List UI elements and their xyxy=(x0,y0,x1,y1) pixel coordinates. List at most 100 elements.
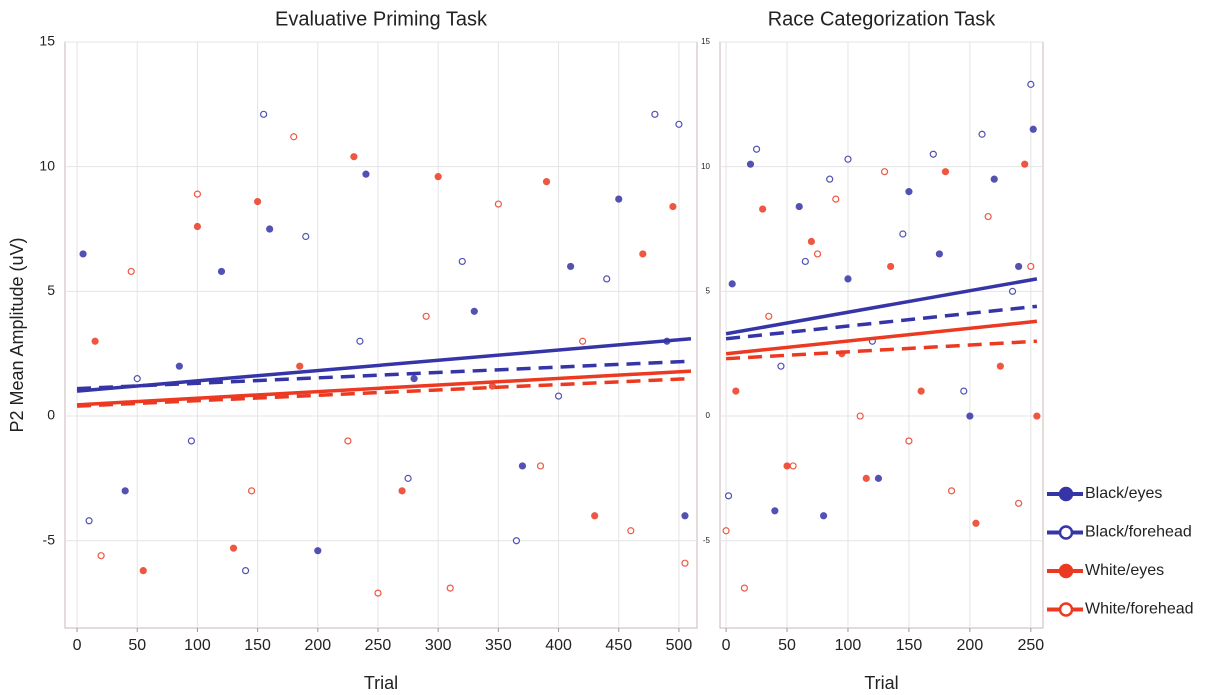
data-point xyxy=(1027,80,1035,88)
x-tick-label: 100 xyxy=(184,637,211,654)
data-point xyxy=(121,487,129,495)
chart-title: Race Categorization Task xyxy=(768,8,997,30)
data-point xyxy=(314,547,322,555)
data-point xyxy=(880,168,889,176)
data-point xyxy=(862,474,870,482)
data-point xyxy=(512,537,521,545)
data-point xyxy=(1029,125,1037,133)
y-tick-label: 10 xyxy=(701,162,710,171)
fit-line xyxy=(76,376,692,408)
data-point xyxy=(1008,287,1017,295)
x-tick-label: 250 xyxy=(365,637,392,654)
data-point xyxy=(966,412,974,420)
x-tick-label: 500 xyxy=(666,637,693,654)
data-point xyxy=(193,222,202,231)
x-axis-label: Trial xyxy=(864,673,898,693)
data-point xyxy=(260,110,268,118)
fit-line xyxy=(76,336,692,393)
data-point xyxy=(356,337,364,345)
x-tick-label: 150 xyxy=(244,637,271,654)
fit-line xyxy=(725,277,1038,336)
y-tick-label: 5 xyxy=(47,282,55,298)
y-tick-label: 10 xyxy=(39,157,55,173)
data-point xyxy=(681,559,689,567)
data-point xyxy=(651,110,659,118)
data-point xyxy=(350,153,358,161)
x-tick-label: 450 xyxy=(605,637,632,654)
data-point xyxy=(899,230,907,238)
legend-label: Black/eyes xyxy=(1085,485,1162,502)
data-point xyxy=(681,512,689,520)
data-point xyxy=(97,552,105,560)
data-point xyxy=(675,120,683,128)
data-point xyxy=(229,544,238,552)
data-point xyxy=(127,267,135,276)
x-axis-label: Trial xyxy=(364,673,398,693)
x-tick-label: 300 xyxy=(425,637,452,654)
data-point xyxy=(807,237,816,246)
x-tick-label: 350 xyxy=(485,637,512,654)
data-point xyxy=(494,200,502,208)
x-tick-label: 50 xyxy=(778,637,796,654)
legend-marker xyxy=(1058,602,1074,617)
data-point xyxy=(247,487,256,495)
data-point xyxy=(765,312,773,320)
data-point xyxy=(844,155,852,163)
data-point xyxy=(947,487,956,495)
data-point xyxy=(79,250,87,258)
y-tick-label: 15 xyxy=(701,37,710,46)
data-point xyxy=(669,202,677,211)
data-point xyxy=(801,257,809,266)
data-point xyxy=(746,160,755,168)
data-point xyxy=(139,567,147,575)
data-point xyxy=(732,387,740,395)
data-point xyxy=(591,512,599,520)
data-point xyxy=(133,375,141,383)
data-point xyxy=(740,584,748,592)
data-point xyxy=(905,188,913,196)
data-point xyxy=(844,275,852,283)
legend-label: White/forehead xyxy=(1085,601,1194,618)
data-point xyxy=(254,197,262,206)
data-point xyxy=(935,250,943,258)
x-tick-label: 200 xyxy=(957,637,984,654)
data-point xyxy=(724,492,733,500)
data-point xyxy=(296,362,304,370)
fit-line xyxy=(76,359,692,391)
data-point xyxy=(458,257,466,266)
data-point xyxy=(917,387,925,395)
data-point xyxy=(579,337,587,345)
data-point xyxy=(603,275,611,283)
data-point xyxy=(1027,262,1035,271)
data-point xyxy=(1015,262,1023,271)
x-tick-label: 400 xyxy=(545,637,572,654)
plot-frame xyxy=(719,41,1044,629)
data-point xyxy=(887,262,895,271)
data-point xyxy=(536,462,545,470)
data-point xyxy=(984,212,992,221)
data-point xyxy=(978,130,986,138)
x-tick-label: 250 xyxy=(1017,637,1044,654)
y-tick-label: -5 xyxy=(703,536,711,545)
data-point xyxy=(990,175,998,183)
data-point xyxy=(410,375,418,383)
legend-label: White/eyes xyxy=(1085,562,1164,579)
data-point xyxy=(470,307,478,315)
data-point xyxy=(404,474,412,482)
x-tick-label: 150 xyxy=(896,637,923,654)
data-point xyxy=(446,584,454,592)
chart-title: Evaluative Priming Task xyxy=(275,8,488,30)
data-point xyxy=(789,462,797,470)
data-point xyxy=(374,589,382,597)
plot-frame xyxy=(64,41,698,629)
data-point xyxy=(241,567,250,575)
data-point xyxy=(960,387,968,395)
data-point xyxy=(344,437,352,445)
data-point xyxy=(290,133,298,141)
fit-line xyxy=(725,304,1038,341)
data-point xyxy=(874,474,883,482)
data-point xyxy=(422,312,430,320)
fit-line xyxy=(76,369,692,407)
data-point xyxy=(615,195,623,203)
